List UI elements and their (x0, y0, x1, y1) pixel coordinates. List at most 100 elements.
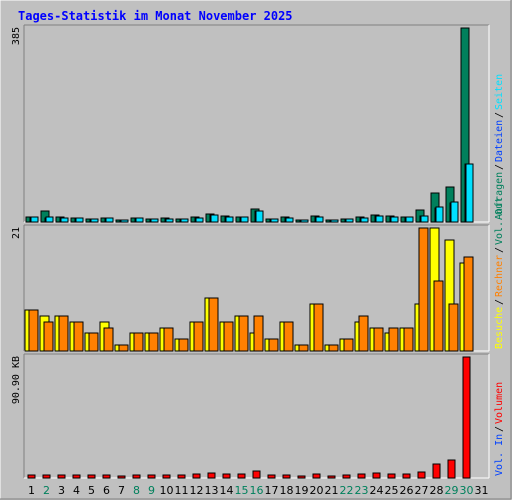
bar-seiten-day-28 (435, 206, 444, 223)
bar-volumen-day-6 (102, 474, 111, 479)
bar-rechner-day-18 (283, 321, 294, 352)
bar-volumen-day-20 (312, 473, 321, 479)
x-tick-day-13: 13 (205, 484, 219, 497)
x-tick-day-2: 2 (43, 484, 50, 497)
bar-seiten-day-29 (450, 201, 459, 223)
x-tick-day-3: 3 (58, 484, 65, 497)
bar-seiten-day-7 (120, 219, 129, 223)
x-tick-day-20: 20 (310, 484, 324, 497)
bar-seiten-day-11 (180, 218, 189, 223)
x-tick-day-25: 25 (385, 484, 399, 497)
panel-requests: 385 Anfragen / Dateien / Seiten (11, 24, 505, 223)
bar-seiten-day-14 (225, 216, 234, 223)
bar-rechner-day-23 (358, 315, 369, 352)
bar-volumen-day-1 (27, 474, 36, 479)
x-tick-day-5: 5 (88, 484, 95, 497)
bar-rechner-day-8 (133, 332, 144, 352)
x-tick-day-10: 10 (160, 484, 174, 497)
bar-rechner-day-10 (163, 327, 174, 352)
bar-rechner-day-26 (403, 327, 414, 352)
x-tick-day-18: 18 (280, 484, 294, 497)
legend-vol-out: Vol. Out (494, 197, 505, 245)
x-tick-day-16: 16 (250, 484, 264, 497)
x-tick-day-27: 27 (415, 484, 429, 497)
bar-rechner-day-3 (58, 315, 69, 352)
legend-volumen: Volumen (494, 382, 505, 424)
bar-rechner-day-15 (238, 315, 249, 352)
bar-seiten-day-23 (360, 217, 369, 223)
bar-volumen-day-22 (342, 474, 351, 479)
bar-volumen-day-21 (327, 475, 336, 479)
bar-volumen-day-27 (417, 471, 426, 479)
bar-rechner-day-5 (88, 332, 99, 352)
x-tick-day-14: 14 (220, 484, 234, 497)
legend-separator: / (494, 426, 505, 432)
bar-seiten-day-4 (75, 217, 84, 223)
bar-volumen-day-24 (372, 472, 381, 479)
bar-volumen-day-7 (117, 475, 126, 479)
x-tick-day-22: 22 (340, 484, 354, 497)
plot-area-requests (24, 25, 489, 222)
bar-seiten-day-17 (270, 218, 279, 223)
bar-volumen-day-26 (402, 473, 411, 479)
bar-seiten-day-25 (390, 216, 399, 223)
bar-rechner-day-11 (178, 338, 189, 352)
legend-separator: / (494, 299, 505, 305)
bar-volumen-day-19 (297, 475, 306, 479)
plot-area-volume (24, 354, 489, 478)
bar-volumen-day-4 (72, 474, 81, 479)
bar-rechner-day-21 (328, 344, 339, 352)
bar-seiten-day-18 (285, 217, 294, 223)
x-tick-day-28: 28 (430, 484, 444, 497)
bar-rechner-day-13 (208, 297, 219, 352)
bar-volumen-day-23 (357, 473, 366, 479)
bar-seiten-day-21 (330, 219, 339, 223)
legend-separator: / (494, 247, 505, 253)
bar-volumen-day-18 (282, 474, 291, 479)
x-tick-day-6: 6 (103, 484, 110, 497)
bar-rechner-day-14 (223, 321, 234, 352)
bar-volumen-day-17 (267, 474, 276, 479)
x-tick-day-17: 17 (265, 484, 279, 497)
panel-visits: 21 Besuche / Rechner / Vol. Out (11, 197, 505, 352)
x-tick-day-8: 8 (133, 484, 140, 497)
x-tick-day-29: 29 (445, 484, 459, 497)
bar-seiten-day-19 (300, 219, 309, 223)
x-tick-day-9: 9 (148, 484, 155, 497)
bar-rechner-day-1 (28, 309, 39, 352)
legend-dateien: Dateien (494, 120, 505, 162)
bar-rechner-day-6 (103, 327, 114, 352)
x-tick-day-7: 7 (118, 484, 125, 497)
bar-seiten-day-30 (465, 163, 474, 223)
x-tick-day-30: 30 (460, 484, 474, 497)
bar-volumen-day-10 (162, 474, 171, 479)
bar-seiten-day-26 (405, 216, 414, 223)
x-tick-day-31: 31 (475, 484, 489, 497)
legend-besuche: Besuche (494, 307, 505, 349)
bar-seiten-day-22 (345, 218, 354, 223)
bar-seiten-day-6 (105, 217, 114, 223)
bar-rechner-day-16 (253, 315, 264, 352)
bar-seiten-day-20 (315, 216, 324, 223)
bar-seiten-day-2 (45, 216, 54, 223)
bar-seiten-day-16 (255, 210, 264, 223)
bar-seiten-day-24 (375, 215, 384, 223)
bar-seiten-day-9 (150, 218, 159, 223)
bar-rechner-day-2 (43, 321, 54, 352)
x-tick-day-21: 21 (325, 484, 339, 497)
bar-volumen-day-9 (147, 474, 156, 479)
bar-rechner-day-19 (298, 344, 309, 352)
x-tick-day-15: 15 (235, 484, 249, 497)
bar-rechner-day-12 (193, 321, 204, 352)
x-tick-day-26: 26 (400, 484, 414, 497)
bar-rechner-day-17 (268, 338, 279, 352)
x-tick-day-24: 24 (370, 484, 384, 497)
bar-rechner-day-27 (418, 227, 429, 352)
x-tick-day-23: 23 (355, 484, 369, 497)
bar-seiten-day-15 (240, 216, 249, 223)
panel-volume: 90.90 KB Vol. In / Volumen (11, 353, 505, 479)
bar-rechner-day-29 (448, 303, 459, 352)
bar-volumen-day-15 (237, 473, 246, 479)
bar-volumen-day-13 (207, 472, 216, 479)
bar-volumen-day-3 (57, 474, 66, 479)
